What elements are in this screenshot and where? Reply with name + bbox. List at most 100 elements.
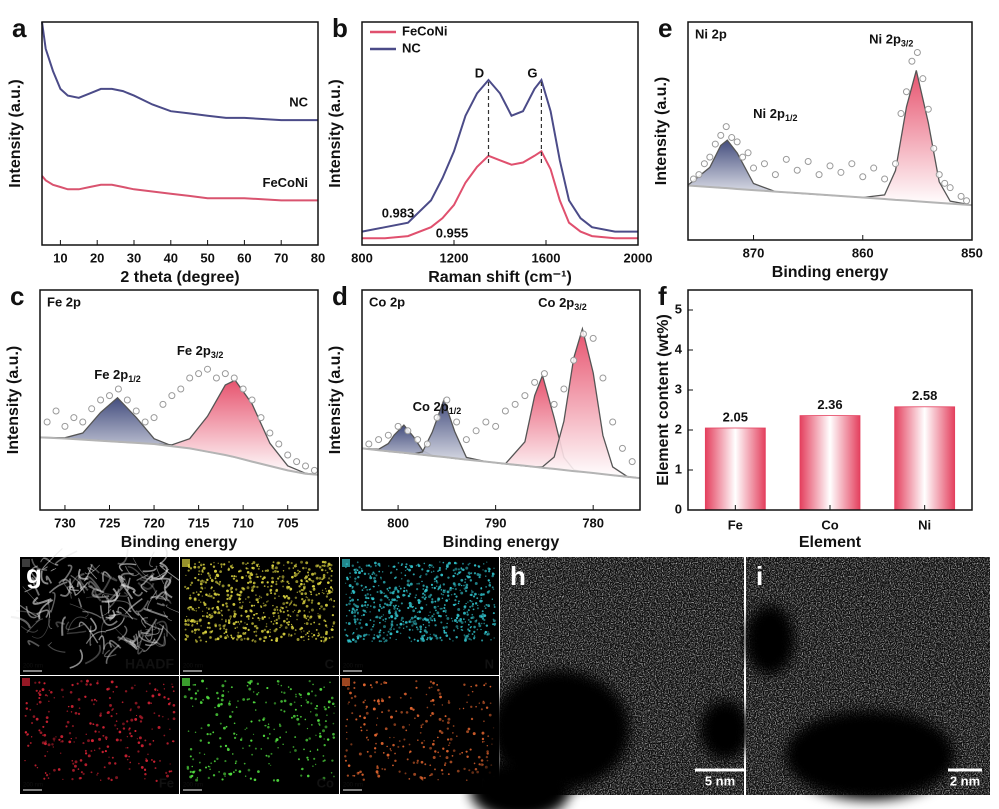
map-dot xyxy=(209,577,212,579)
raw-point xyxy=(695,171,703,179)
map-dot xyxy=(487,630,489,633)
map-dot xyxy=(294,693,297,696)
map-dot xyxy=(456,621,459,624)
map-dot xyxy=(203,603,207,606)
ratio-label: 0.955 xyxy=(436,225,469,240)
map-dot xyxy=(464,581,467,584)
map-dot xyxy=(244,622,246,624)
map-dot xyxy=(266,686,269,690)
map-dot xyxy=(324,603,328,607)
map-dot xyxy=(241,561,245,565)
map-dot xyxy=(214,577,217,580)
map-dot xyxy=(136,738,139,740)
map-dot xyxy=(254,612,257,615)
raw-point xyxy=(177,385,185,393)
map-dot xyxy=(493,637,495,639)
map-dot xyxy=(252,733,255,735)
x-axis-label: Element xyxy=(799,534,862,551)
map-dot xyxy=(478,624,482,628)
map-dot xyxy=(354,640,358,643)
map-dot xyxy=(476,628,479,631)
peak-label-main: Fe 2p xyxy=(177,344,211,359)
map-dot xyxy=(217,600,220,603)
map-dot xyxy=(200,564,202,567)
panel-label: e xyxy=(658,13,672,43)
map-dot xyxy=(455,636,458,639)
map-dot xyxy=(380,578,382,580)
map-dot xyxy=(68,740,72,744)
map-dot xyxy=(467,571,471,575)
map-dot xyxy=(184,585,187,589)
map-dot xyxy=(416,761,419,764)
map-dot xyxy=(452,725,455,727)
map-dot xyxy=(471,589,473,591)
map-dot xyxy=(433,739,435,742)
map-dot xyxy=(447,576,450,579)
map-dot xyxy=(432,566,435,569)
map-dot xyxy=(70,711,73,713)
map-dot xyxy=(254,709,257,711)
map-dot xyxy=(405,589,408,592)
map-dot xyxy=(315,593,318,596)
map-dot xyxy=(384,620,387,623)
map-dot xyxy=(298,609,301,613)
map-dot xyxy=(322,776,326,780)
map-dot xyxy=(266,581,269,584)
haadf-fiber xyxy=(31,576,40,596)
map-dot xyxy=(315,734,317,737)
map-dot xyxy=(230,636,233,639)
map-dot xyxy=(253,613,256,616)
map-dot xyxy=(480,763,484,767)
map-dot xyxy=(346,738,348,740)
map-dot xyxy=(358,566,361,569)
haadf-fiber xyxy=(149,568,170,580)
haadf-fiber xyxy=(140,583,148,593)
raw-point xyxy=(760,160,768,168)
element-tag xyxy=(22,678,30,686)
haadf-fiber xyxy=(136,574,149,581)
bar xyxy=(704,427,766,511)
map-dot xyxy=(324,707,327,711)
map-dot xyxy=(347,622,351,625)
map-dot xyxy=(466,755,469,758)
map-dot xyxy=(354,580,356,583)
map-dot xyxy=(440,769,444,772)
map-dot xyxy=(208,608,210,611)
map-dot xyxy=(90,771,93,774)
map-dot xyxy=(232,753,234,755)
map-dot xyxy=(421,637,425,640)
map-dot xyxy=(317,615,319,617)
map-dot xyxy=(487,735,490,738)
map-dot xyxy=(386,634,389,636)
map-dot xyxy=(346,687,350,690)
map-dot xyxy=(252,566,255,570)
map-dot xyxy=(306,700,310,704)
map-dot xyxy=(227,636,230,638)
map-dot xyxy=(295,604,298,607)
map-dot xyxy=(226,597,229,601)
map-dot xyxy=(147,701,151,705)
map-dot xyxy=(192,591,195,595)
map-dot xyxy=(108,761,112,765)
map-dot xyxy=(90,750,93,753)
map-dot xyxy=(44,740,47,743)
map-dot xyxy=(34,764,37,767)
map-dot xyxy=(465,602,467,605)
map-dot xyxy=(326,581,330,585)
map-dot xyxy=(311,635,314,638)
map-dot xyxy=(258,619,261,621)
map-dot xyxy=(35,717,39,721)
haadf-fiber xyxy=(84,575,102,593)
map-dot xyxy=(389,748,392,750)
map-dot xyxy=(250,571,253,574)
map-dot xyxy=(84,763,88,767)
map-dot xyxy=(232,622,236,626)
map-dot xyxy=(229,772,233,776)
map-dot xyxy=(202,566,206,570)
map-dot xyxy=(327,562,331,566)
haadf-fiber xyxy=(132,591,144,597)
map-dot xyxy=(288,633,290,636)
map-dot xyxy=(434,624,437,627)
raw-point xyxy=(941,179,949,187)
map-dot xyxy=(325,595,329,598)
